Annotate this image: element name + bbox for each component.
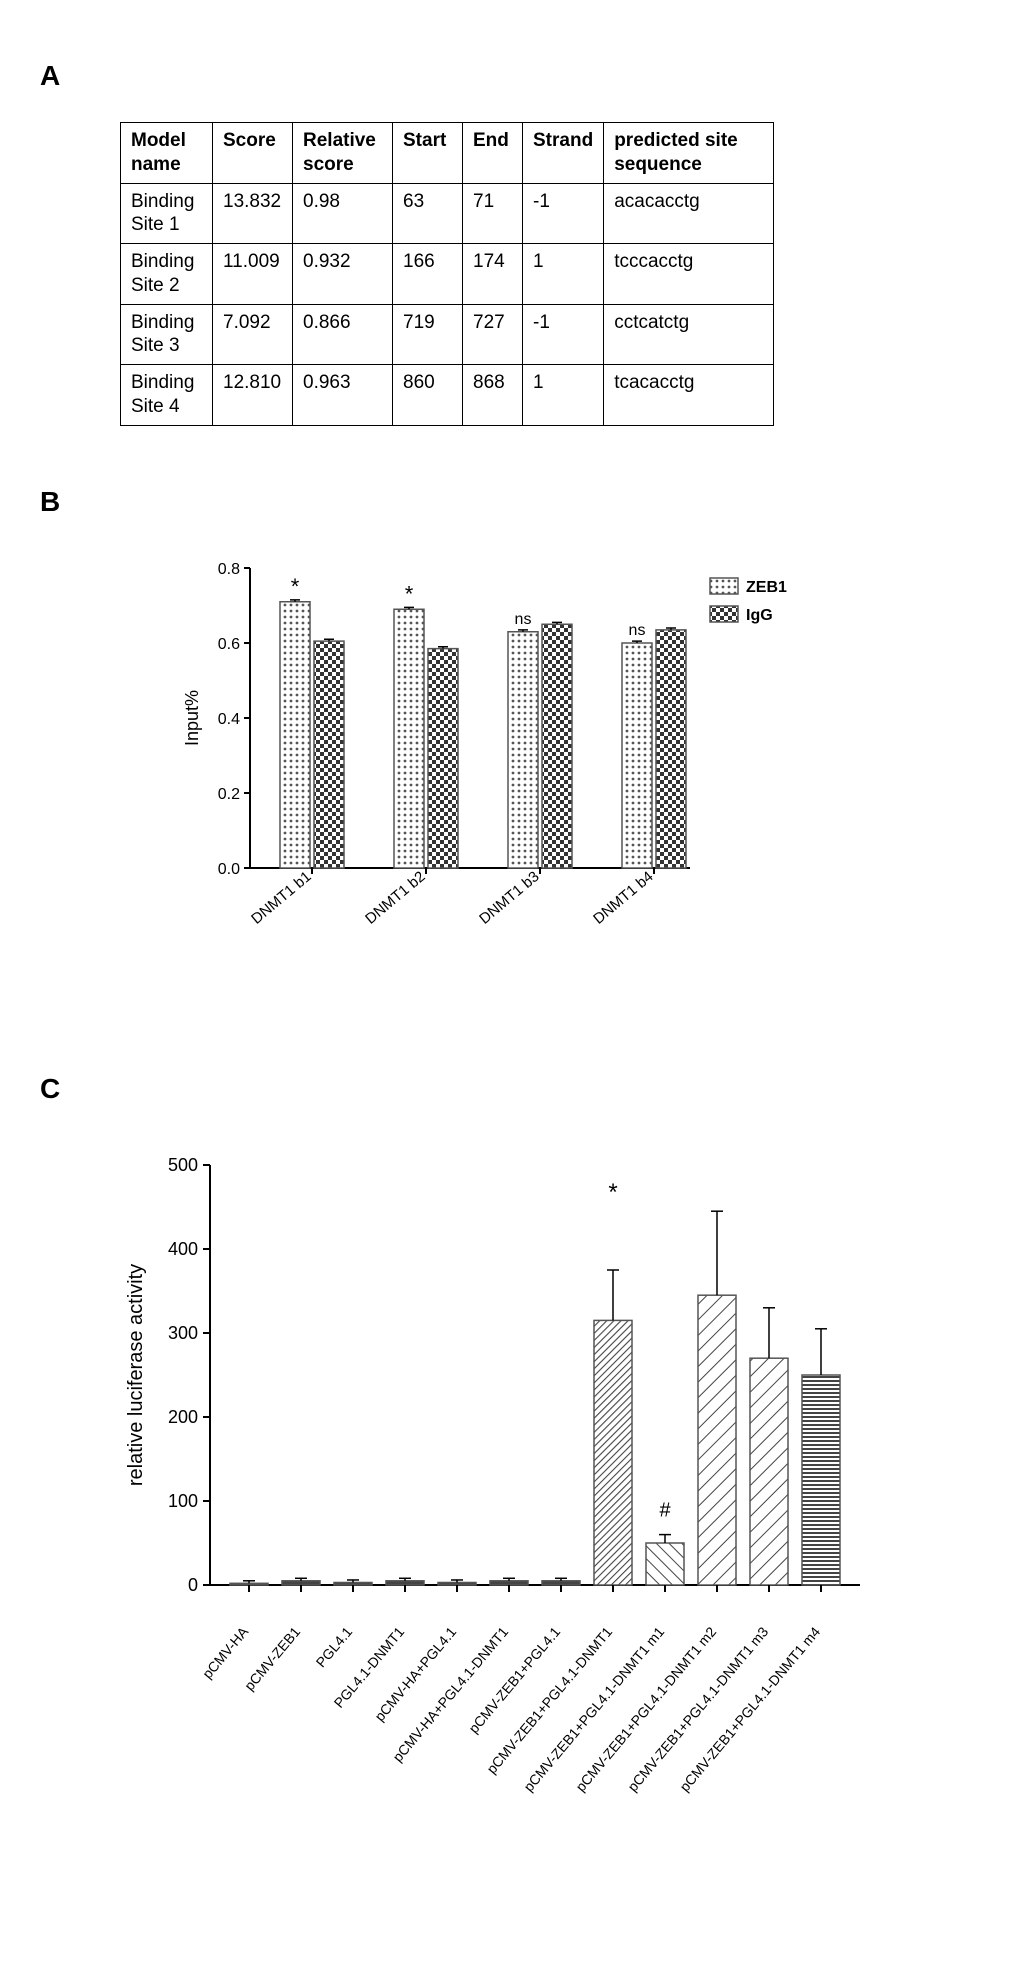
svg-text:0.4: 0.4 bbox=[218, 711, 240, 728]
table-cell: 174 bbox=[463, 244, 523, 305]
table-header: Start bbox=[393, 123, 463, 184]
table-cell: -1 bbox=[523, 183, 604, 244]
svg-text:100: 100 bbox=[168, 1491, 198, 1511]
table-cell: 0.963 bbox=[293, 365, 393, 426]
svg-text:0.0: 0.0 bbox=[218, 861, 240, 878]
svg-text:DNMT1 b3: DNMT1 b3 bbox=[476, 868, 542, 928]
svg-text:ZEB1: ZEB1 bbox=[746, 579, 787, 596]
table-cell: 719 bbox=[393, 304, 463, 365]
table-cell: BindingSite 3 bbox=[121, 304, 213, 365]
table-cell: 7.092 bbox=[213, 304, 293, 365]
table-header: Score bbox=[213, 123, 293, 184]
panel-a-label: A bbox=[40, 60, 980, 92]
table-cell: BindingSite 2 bbox=[121, 244, 213, 305]
svg-text:200: 200 bbox=[168, 1407, 198, 1427]
binding-sites-table: ModelnameScoreRelativescoreStartEndStran… bbox=[120, 122, 774, 426]
svg-text:0.8: 0.8 bbox=[218, 561, 240, 578]
svg-text:0: 0 bbox=[188, 1575, 198, 1595]
table-cell: 166 bbox=[393, 244, 463, 305]
svg-text:pCMV-HA: pCMV-HA bbox=[199, 1623, 252, 1681]
table-cell: cctcatctg bbox=[604, 304, 774, 365]
table-header: Strand bbox=[523, 123, 604, 184]
svg-text:PGL4.1: PGL4.1 bbox=[313, 1623, 356, 1670]
table-cell: 0.932 bbox=[293, 244, 393, 305]
svg-text:300: 300 bbox=[168, 1323, 198, 1343]
table-row: BindingSite 412.8100.9638608681tcacacctg bbox=[121, 365, 774, 426]
table-cell: -1 bbox=[523, 304, 604, 365]
svg-text:DNMT1 b4: DNMT1 b4 bbox=[590, 868, 656, 928]
svg-text:ns: ns bbox=[629, 622, 646, 639]
table-row: BindingSite 37.0920.866719727-1cctcatctg bbox=[121, 304, 774, 365]
svg-text:*: * bbox=[608, 1179, 617, 1206]
table-cell: tcccacctg bbox=[604, 244, 774, 305]
svg-text:*: * bbox=[291, 573, 300, 598]
table-cell: 1 bbox=[523, 244, 604, 305]
table-header: End bbox=[463, 123, 523, 184]
svg-text:500: 500 bbox=[168, 1155, 198, 1175]
panel-c-chart: 0 100 200 300 400 500 relative luciferase acti… bbox=[120, 1135, 980, 1935]
panel-b-label: B bbox=[40, 486, 980, 518]
panel-c-label: C bbox=[40, 1073, 980, 1105]
table-cell: 13.832 bbox=[213, 183, 293, 244]
svg-text:400: 400 bbox=[168, 1239, 198, 1259]
svg-text:ns: ns bbox=[515, 610, 532, 627]
table-cell: acacacctg bbox=[604, 183, 774, 244]
table-cell: 868 bbox=[463, 365, 523, 426]
table-cell: BindingSite 1 bbox=[121, 183, 213, 244]
svg-text:pCMV-ZEB1+PGL4.1: pCMV-ZEB1+PGL4.1 bbox=[465, 1623, 563, 1736]
svg-text:*: * bbox=[405, 581, 414, 606]
table-cell: 11.009 bbox=[213, 244, 293, 305]
table-header: Relativescore bbox=[293, 123, 393, 184]
svg-text:DNMT1 b2: DNMT1 b2 bbox=[362, 868, 428, 928]
table-row: BindingSite 113.8320.986371-1acacacctg bbox=[121, 183, 774, 244]
table-cell: 727 bbox=[463, 304, 523, 365]
svg-text:0.6: 0.6 bbox=[218, 636, 240, 653]
svg-text:Input%: Input% bbox=[182, 689, 202, 745]
table-cell: BindingSite 4 bbox=[121, 365, 213, 426]
table-cell: 12.810 bbox=[213, 365, 293, 426]
table-cell: 1 bbox=[523, 365, 604, 426]
table-cell: 71 bbox=[463, 183, 523, 244]
table-row: BindingSite 211.0090.9321661741tcccacctg bbox=[121, 244, 774, 305]
panel-b-chart: 0.0 0.2 0.4 0.6 0.8 Input% DNMT1 b1 * DNMT1 b2 * D… bbox=[180, 548, 980, 993]
svg-text:0.2: 0.2 bbox=[218, 786, 240, 803]
table-cell: 0.866 bbox=[293, 304, 393, 365]
table-cell: 0.98 bbox=[293, 183, 393, 244]
table-header: predicted sitesequence bbox=[604, 123, 774, 184]
svg-text:#: # bbox=[659, 1499, 671, 1521]
table-cell: tcacacctg bbox=[604, 365, 774, 426]
table-cell: 63 bbox=[393, 183, 463, 244]
table-cell: 860 bbox=[393, 365, 463, 426]
svg-text:relative luciferase activity: relative luciferase activity bbox=[125, 1263, 147, 1485]
table-header: Modelname bbox=[121, 123, 213, 184]
svg-text:DNMT1 b1: DNMT1 b1 bbox=[248, 868, 314, 928]
svg-text:IgG: IgG bbox=[746, 607, 773, 624]
